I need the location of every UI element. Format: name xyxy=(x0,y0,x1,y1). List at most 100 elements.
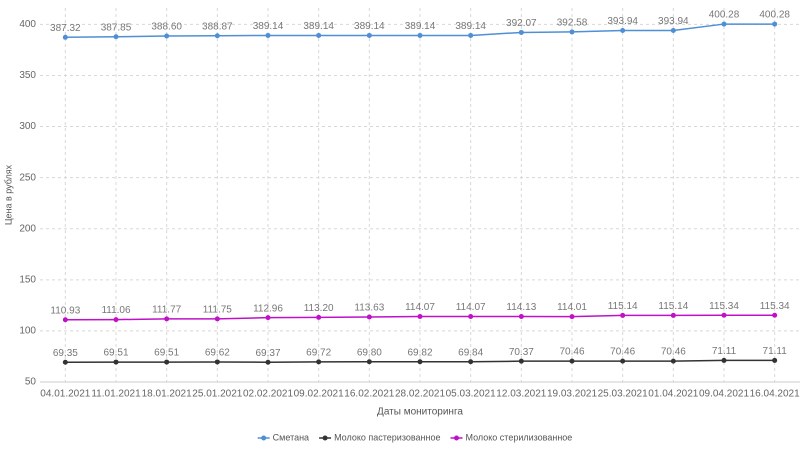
data-point xyxy=(569,358,575,364)
data-point xyxy=(113,317,119,323)
data-label: 69.84 xyxy=(458,347,483,358)
data-label: 392.58 xyxy=(557,18,588,29)
data-label: 388.60 xyxy=(151,22,182,33)
x-tick-label: 19.03.2021 xyxy=(547,389,597,400)
y-tick-label: 250 xyxy=(19,172,36,183)
x-tick-label: 28.02.2021 xyxy=(395,389,445,400)
data-label: 69.37 xyxy=(255,348,280,359)
data-point xyxy=(772,312,778,318)
data-label: 113.63 xyxy=(354,303,384,314)
data-label: 70.46 xyxy=(610,347,635,358)
x-tick-label: 16.02.2021 xyxy=(344,389,394,400)
data-point xyxy=(316,32,322,38)
data-point xyxy=(468,359,474,365)
data-label: 111.06 xyxy=(101,305,131,316)
data-label: 112.96 xyxy=(253,303,283,314)
data-point xyxy=(366,359,372,365)
data-label: 69.72 xyxy=(306,347,331,358)
data-label: 388.87 xyxy=(202,21,233,32)
x-tick-label: 02.02.2021 xyxy=(243,389,293,400)
data-point xyxy=(569,314,575,320)
data-label: 110.93 xyxy=(50,305,80,316)
x-tick-label: 18.01.2021 xyxy=(142,389,192,400)
data-label: 70.46 xyxy=(661,347,686,358)
x-tick-label: 05.03.2021 xyxy=(446,389,496,400)
data-point xyxy=(316,359,322,365)
data-label: 389.14 xyxy=(405,21,436,32)
data-label: 70.46 xyxy=(559,347,584,358)
data-point xyxy=(265,32,271,38)
data-label: 389.14 xyxy=(455,21,486,32)
legend-label: Сметана xyxy=(273,432,309,442)
data-label: 115.14 xyxy=(608,301,638,312)
data-point xyxy=(214,316,220,322)
data-point xyxy=(62,359,68,365)
data-label: 389.14 xyxy=(303,21,334,32)
data-point xyxy=(214,359,220,365)
data-point xyxy=(670,358,676,364)
y-tick-label: 350 xyxy=(19,70,36,81)
data-label: 393.94 xyxy=(658,16,689,27)
y-tick-label: 200 xyxy=(19,223,36,234)
data-point xyxy=(62,34,68,40)
data-label: 114.07 xyxy=(405,302,435,313)
x-axis-title: Даты мониторинга xyxy=(377,407,463,418)
data-label: 69.62 xyxy=(205,348,230,359)
data-point xyxy=(518,313,524,319)
data-label: 69.51 xyxy=(154,348,179,359)
data-point xyxy=(417,314,423,320)
legend-marker xyxy=(322,435,328,441)
data-label: 114.13 xyxy=(506,302,536,313)
data-point xyxy=(366,314,372,320)
data-label: 69.35 xyxy=(53,348,78,359)
data-point xyxy=(772,21,778,27)
legend-marker xyxy=(454,435,459,441)
data-point xyxy=(670,28,676,34)
data-label: 389.14 xyxy=(253,21,284,32)
data-point xyxy=(113,359,119,365)
data-point xyxy=(113,34,119,40)
data-label: 392.07 xyxy=(506,18,537,29)
data-label: 400.28 xyxy=(709,10,740,21)
data-point xyxy=(417,32,423,38)
x-tick-label: 11.01.2021 xyxy=(91,389,141,400)
data-point xyxy=(468,314,474,320)
data-label: 387.32 xyxy=(50,23,81,34)
x-tick-label: 04.01.2021 xyxy=(40,389,90,400)
data-label: 114.07 xyxy=(456,302,486,313)
data-point xyxy=(518,29,524,35)
legend-label: Молоко пастеризованное xyxy=(334,432,440,442)
data-point xyxy=(62,317,68,323)
data-point xyxy=(214,33,220,39)
legend: Сметана Молоко пастеризованное Молоко стер… xyxy=(257,432,573,442)
x-tick-label: 12.03.2021 xyxy=(496,389,546,400)
x-tick-label: 01.04.2021 xyxy=(648,389,698,400)
data-label: 111.75 xyxy=(203,305,233,316)
data-point xyxy=(468,32,474,38)
x-tick-label: 09.02.2021 xyxy=(294,389,344,400)
data-point xyxy=(721,357,727,363)
data-label: 69.82 xyxy=(407,347,432,358)
data-label: 69.51 xyxy=(103,348,128,359)
data-point xyxy=(772,357,778,363)
data-point xyxy=(620,312,626,318)
y-tick-label: 100 xyxy=(19,326,36,337)
data-point xyxy=(316,314,322,320)
data-label: 70.37 xyxy=(509,347,534,358)
data-point xyxy=(164,316,170,322)
legend-label: Молоко стерилизованное xyxy=(466,432,573,442)
x-tick-label: 25.01.2021 xyxy=(192,389,242,400)
data-point xyxy=(518,358,524,364)
data-label: 69.80 xyxy=(357,347,382,358)
data-label: 114.01 xyxy=(557,302,587,313)
data-point xyxy=(569,29,575,35)
data-point xyxy=(164,359,170,365)
data-label: 115.14 xyxy=(658,301,688,312)
data-point xyxy=(265,315,271,321)
data-label: 387.85 xyxy=(101,22,132,33)
data-label: 111.77 xyxy=(152,305,182,316)
data-label: 113.20 xyxy=(304,303,334,314)
y-tick-label: 150 xyxy=(19,274,36,285)
data-label: 115.34 xyxy=(709,301,739,312)
